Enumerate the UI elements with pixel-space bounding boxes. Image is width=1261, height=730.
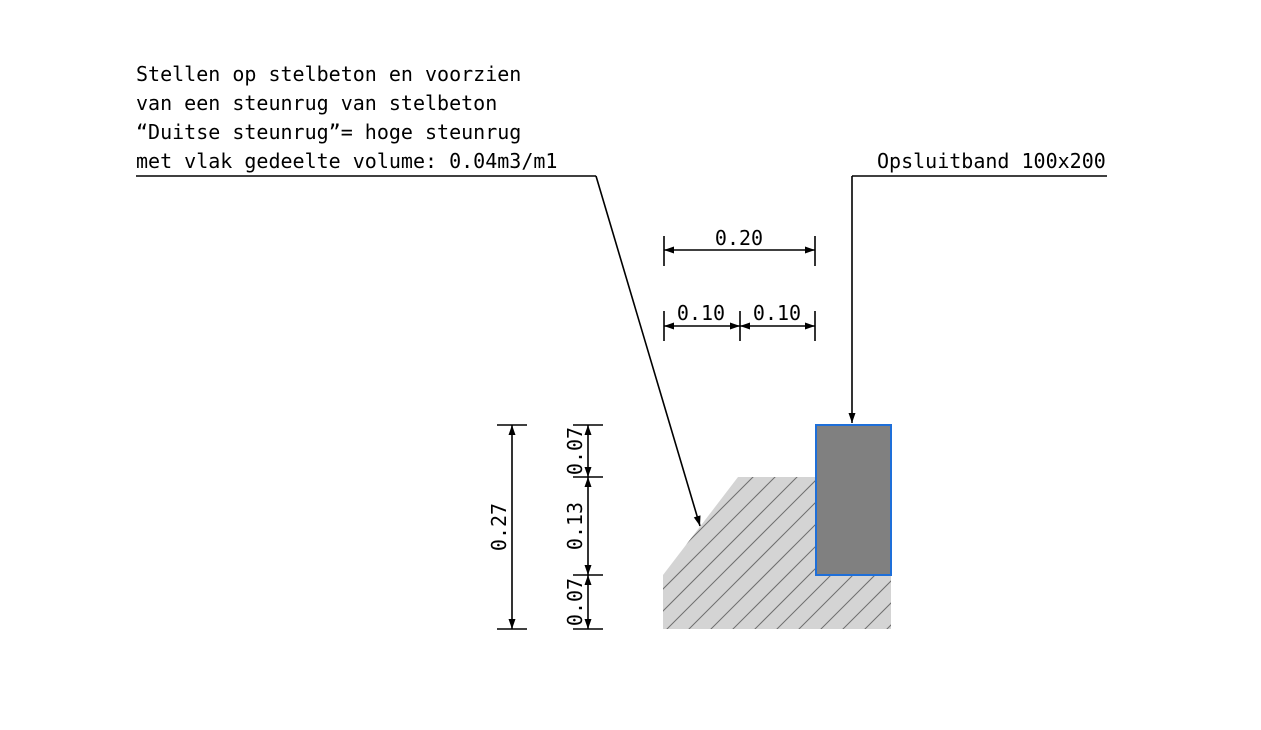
- hatch-line: [859, 477, 891, 629]
- hatch-line: [970, 400, 1261, 700]
- concrete-note-leader: [136, 175, 701, 527]
- hatch-line: [663, 477, 891, 629]
- note-line-2: van een steunrug van stelbeton: [136, 91, 497, 115]
- hatch-line: [948, 400, 1248, 700]
- hatch-line: [222, 400, 522, 700]
- hatch-line: [266, 400, 566, 700]
- hatch-line: [881, 477, 891, 629]
- concrete-shape: [663, 477, 891, 629]
- curb-label-leader: [848, 175, 1107, 423]
- hatch-line: [992, 400, 1261, 700]
- hatch-line: [332, 400, 632, 700]
- dim-half-width-left-label: 0.10: [677, 301, 725, 325]
- dim-height-bottom-label: 0.07: [563, 578, 587, 626]
- curb-label: Opsluitband 100x200: [877, 149, 1106, 173]
- hatch-line: [663, 477, 891, 629]
- curb-block: [815, 424, 892, 576]
- dimension-height-segments: [573, 424, 603, 630]
- dim-half-width-right-label: 0.10: [753, 301, 801, 325]
- hatch-line: [288, 400, 588, 700]
- note-line-1: Stellen op stelbeton en voorzien: [136, 62, 521, 86]
- hatch-line: [663, 477, 853, 629]
- hatch-line: [200, 400, 500, 700]
- dimension-total-width: [663, 236, 816, 266]
- concrete-backing: [200, 400, 1261, 700]
- hatch-line: [663, 477, 677, 629]
- note-line-4: met vlak gedeelte volume: 0.04m3/m1: [136, 149, 557, 173]
- dim-height-middle-label: 0.13: [563, 502, 587, 550]
- note-line-3: “Duitse steunrug”= hoge steunrug: [136, 120, 521, 144]
- hatch-line: [663, 477, 699, 629]
- hatch-line: [663, 477, 891, 629]
- dimension-half-widths: [663, 311, 816, 341]
- hatch-line: [926, 400, 1226, 700]
- leader-arrow: [595, 175, 701, 527]
- hatch-line: [663, 477, 891, 629]
- dim-total-width-label: 0.20: [715, 226, 763, 250]
- hatch-line: [663, 477, 875, 629]
- dim-height-top-label: 0.07: [563, 427, 587, 475]
- dimension-total-height: [497, 424, 527, 630]
- dim-total-height-label: 0.27: [487, 503, 511, 551]
- hatch-line: [904, 400, 1204, 700]
